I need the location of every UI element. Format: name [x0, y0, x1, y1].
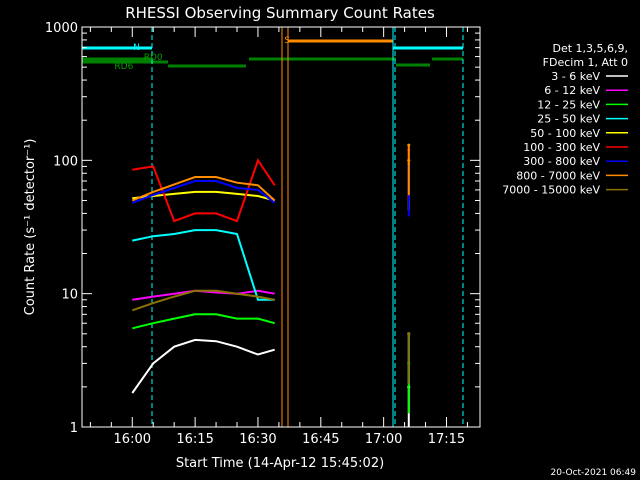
x-tick-label: 16:15: [176, 432, 213, 447]
y-tick-label: 1: [70, 421, 78, 436]
y-tick-label: 100: [53, 154, 78, 169]
timestamp: 20-Oct-2021 06:49: [551, 468, 637, 478]
annotation-label: S: [284, 36, 290, 46]
annotations: N RD0 RD6 S: [114, 36, 290, 72]
y-tick-label: 1000: [45, 21, 78, 36]
plot-area: [131, 143, 411, 427]
legend-label: 12 - 25 keV: [537, 98, 600, 111]
legend-header: Det 1,3,5,6,9,: [552, 42, 628, 55]
data-point: [407, 143, 411, 147]
chart-title: RHESSI Observing Summary Count Rates: [125, 4, 435, 22]
annotation-label: RD6: [114, 62, 133, 72]
legend-label: 3 - 6 keV: [551, 70, 600, 83]
data-point: [407, 332, 411, 336]
legend-label: 300 - 800 keV: [523, 155, 600, 168]
series-line: [132, 190, 275, 202]
x-tick-label: 17:00: [365, 432, 402, 447]
series-line: [132, 229, 275, 301]
series-line: [132, 158, 276, 223]
series-line: [131, 180, 276, 204]
y-axis-ticks: 1 10 100 1000: [45, 21, 480, 436]
x-axis-ticks: 16:00 16:15 16:30 16:45 17:00 17:15: [89, 27, 468, 447]
legend-label: 100 - 300 keV: [523, 141, 600, 154]
series-line: [131, 176, 276, 202]
series-line: [131, 289, 275, 312]
legend-label: 7000 - 15000 keV: [502, 184, 600, 197]
y-axis-label: Count Rate (s⁻¹ detector⁻¹): [23, 139, 38, 316]
legend-header: FDecim 1, Att 0: [543, 56, 628, 69]
legend-label: 800 - 7000 keV: [516, 169, 600, 182]
x-tick-label: 16:00: [114, 432, 151, 447]
plot-frame: [81, 26, 481, 428]
x-tick-label: 17:15: [428, 432, 465, 447]
series-line: [132, 313, 275, 330]
legend-label: 25 - 50 keV: [537, 113, 600, 126]
x-tick-label: 16:30: [239, 432, 276, 447]
legend: Det 1,3,5,6,9,FDecim 1, Att 03 - 6 keV6 …: [502, 42, 628, 197]
y-tick-label: 10: [61, 288, 78, 303]
annotation-label: N: [133, 43, 140, 53]
legend-label: 50 - 100 keV: [530, 127, 600, 140]
x-axis-label: Start Time (14-Apr-12 15:45:02): [176, 456, 384, 471]
legend-label: 6 - 12 keV: [544, 84, 600, 97]
series-line: [131, 338, 275, 394]
annotation-label: RD0: [144, 53, 163, 63]
x-tick-label: 16:45: [302, 432, 339, 447]
